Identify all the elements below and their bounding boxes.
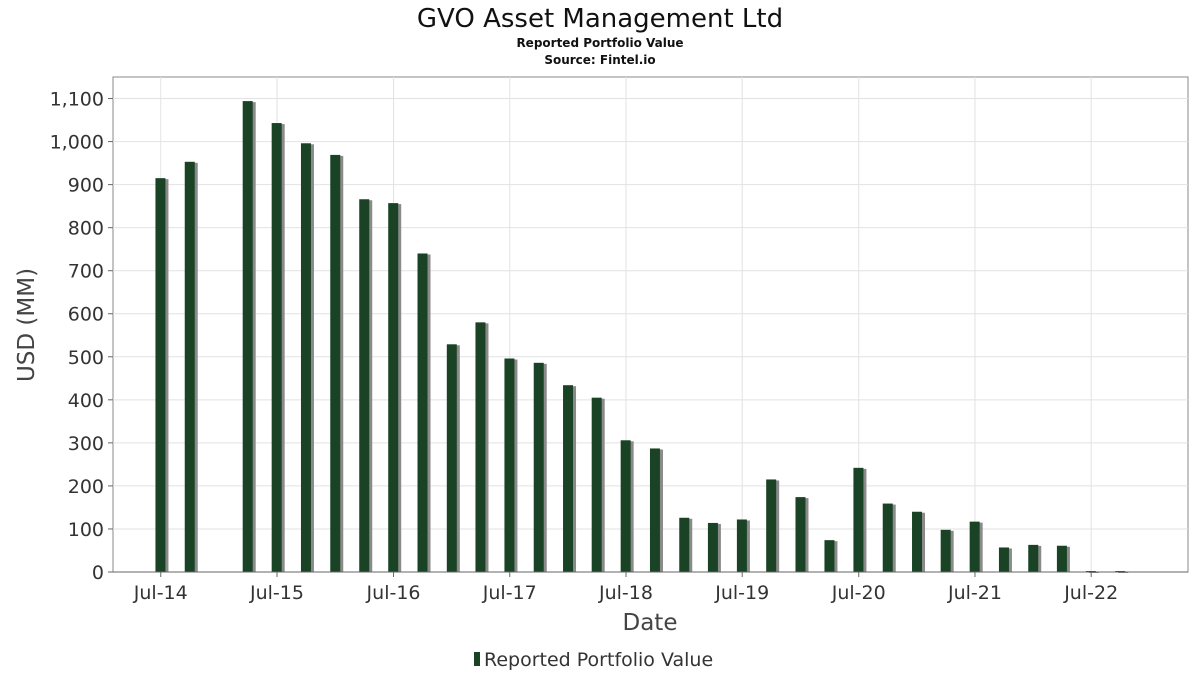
- y-tick-label: 300: [68, 433, 104, 455]
- bar: [504, 358, 518, 572]
- legend: Reported Portfolio Value: [474, 649, 713, 671]
- bar: [1056, 545, 1070, 572]
- x-tick-label: Jul-22: [1063, 582, 1118, 604]
- y-tick-label: 400: [68, 390, 104, 412]
- x-tick-label: Jul-20: [831, 582, 886, 604]
- bar-body: [388, 203, 399, 573]
- bar-body: [736, 519, 747, 572]
- bar: [912, 511, 926, 572]
- y-tick-label: 100: [68, 519, 104, 541]
- bar-body: [969, 521, 980, 572]
- bar: [649, 448, 663, 572]
- bar-body: [504, 358, 515, 572]
- bar-body: [795, 497, 806, 572]
- bar-body: [679, 517, 690, 572]
- bar-body: [620, 440, 631, 572]
- bar-body: [882, 503, 893, 572]
- bar: [155, 178, 169, 573]
- bar: [417, 253, 431, 572]
- y-tick-label: 1,000: [50, 132, 104, 154]
- bars: [155, 101, 1129, 573]
- x-tick-label: Jul-16: [366, 582, 421, 604]
- bar-body: [242, 101, 253, 573]
- y-tick-label: 200: [68, 476, 104, 498]
- bar-body: [300, 143, 311, 572]
- bar-body: [998, 547, 1009, 572]
- bar: [271, 123, 285, 572]
- axes: 0 100 200 300 400 500 600 700 800 900 1,000 1,100 Ju…: [50, 89, 1188, 604]
- bar: [446, 344, 460, 572]
- bar-body: [1056, 545, 1067, 572]
- bar-body: [649, 448, 660, 572]
- bar-body: [446, 344, 457, 572]
- bar: [1028, 544, 1042, 572]
- y-tick-label: 1,100: [50, 89, 104, 111]
- bar: [359, 199, 373, 573]
- bar-body: [417, 253, 428, 572]
- bar: [184, 161, 198, 572]
- bar-body: [766, 479, 777, 572]
- y-tick-label: 900: [68, 175, 104, 197]
- bar: [969, 521, 983, 572]
- bar: [533, 362, 547, 572]
- bar: [388, 203, 402, 573]
- bar: [736, 519, 750, 572]
- bar: [679, 517, 693, 572]
- y-tick-label: 700: [68, 261, 104, 283]
- bar-body: [824, 540, 835, 572]
- bar-body: [330, 154, 341, 572]
- bar: [824, 540, 838, 572]
- bar-body: [707, 522, 718, 572]
- y-tick-label: 800: [68, 218, 104, 240]
- chart-subtitle: Reported Portfolio Value: [516, 36, 683, 50]
- bar: [882, 503, 896, 572]
- bar: [795, 497, 809, 572]
- bar-body: [853, 467, 864, 572]
- bar: [563, 385, 577, 572]
- bar: [620, 440, 634, 572]
- x-tick-label: Jul-19: [714, 582, 769, 604]
- chart-source: Source: Fintel.io: [544, 53, 655, 67]
- bar: [766, 479, 780, 572]
- bar: [591, 397, 605, 572]
- y-tick-label: 600: [68, 304, 104, 326]
- bar: [998, 547, 1012, 572]
- bar: [475, 322, 489, 572]
- bar-body: [359, 199, 370, 573]
- bar-body: [271, 123, 282, 572]
- bar-body: [591, 397, 602, 572]
- bar-body: [475, 322, 486, 572]
- bar: [940, 529, 954, 572]
- x-tick-label: Jul-18: [598, 582, 653, 604]
- legend-label: Reported Portfolio Value: [484, 649, 713, 671]
- x-axis-title: Date: [623, 610, 678, 636]
- bar-body: [184, 161, 195, 572]
- bar-body: [940, 529, 951, 572]
- y-axis-title: USD (MM): [14, 268, 40, 382]
- x-tick-label: Jul-21: [947, 582, 1002, 604]
- bar-body: [563, 385, 574, 572]
- bar: [300, 143, 314, 572]
- bar-body: [533, 362, 544, 572]
- x-tick-label: Jul-17: [482, 582, 537, 604]
- bar: [242, 101, 256, 573]
- bar: [707, 522, 721, 572]
- bar: [853, 467, 867, 572]
- bar-body: [1028, 544, 1039, 572]
- bar: [330, 154, 344, 572]
- x-tick-label: Jul-15: [249, 582, 304, 604]
- x-tick-label: Jul-14: [133, 582, 188, 604]
- y-tick-label: 0: [92, 562, 104, 584]
- legend-swatch: [474, 652, 480, 666]
- chart-title: GVO Asset Management Ltd: [417, 4, 783, 34]
- y-tick-label: 500: [68, 347, 104, 369]
- bar-body: [155, 178, 166, 573]
- bar-body: [912, 511, 923, 572]
